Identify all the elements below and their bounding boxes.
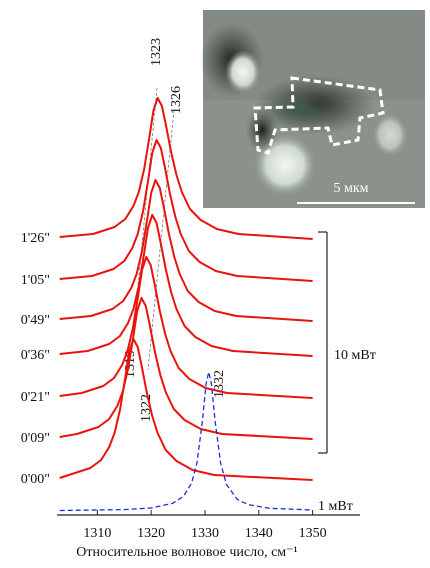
- x-tick-label: 1310: [83, 526, 111, 541]
- chart: 5 мкм 1323 1326 1319 1322 1332 10 мВт От…: [0, 0, 430, 563]
- annotation: 1326: [169, 86, 184, 114]
- photo-blob: [372, 113, 408, 157]
- spectrum-dashed: [60, 372, 313, 511]
- series-label: 0'49": [21, 313, 50, 328]
- x-tick-label: 1350: [299, 526, 327, 541]
- x-tick-label: 1320: [137, 526, 165, 541]
- photo-blob: [225, 50, 261, 94]
- spectrum: [60, 339, 313, 480]
- series-label: 0'00": [21, 472, 50, 487]
- annotation: 1332: [212, 370, 227, 398]
- x-axis-title: Относительное волновое число, см⁻¹: [76, 545, 297, 560]
- scale-bar-label: 5 мкм: [333, 181, 368, 196]
- series-label: 0'09": [21, 431, 50, 446]
- series-label: 1'05": [21, 273, 50, 288]
- inset-photo: 5 мкм: [200, 10, 425, 208]
- photo-blob: [246, 108, 278, 152]
- series-label: 1'26": [21, 231, 50, 246]
- annotation: 10 мВт: [334, 348, 376, 363]
- power-bracket: [318, 232, 327, 453]
- series-label: 1 мВт: [318, 499, 353, 514]
- x-tick-label: 1330: [191, 526, 219, 541]
- annotation: 1323: [149, 38, 164, 66]
- series-label: 0'21": [21, 390, 50, 405]
- x-tick-label: 1340: [245, 526, 273, 541]
- page: {"chart_data": { "type": "line", "x_labe…: [0, 0, 430, 563]
- series-label: 0'36": [21, 348, 50, 363]
